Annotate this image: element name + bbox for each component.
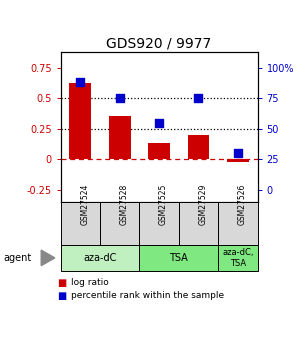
- Polygon shape: [41, 250, 55, 266]
- Point: [157, 120, 161, 125]
- Bar: [179, 202, 218, 245]
- Bar: [69, 83, 91, 159]
- Bar: [148, 143, 170, 159]
- Text: TSA: TSA: [169, 253, 188, 263]
- Text: aza-dC,
TSA: aza-dC, TSA: [222, 248, 254, 268]
- Point: [235, 150, 240, 156]
- Text: log ratio: log ratio: [71, 278, 109, 287]
- Bar: [109, 116, 131, 159]
- Text: percentile rank within the sample: percentile rank within the sample: [71, 291, 224, 300]
- Text: GSM27526: GSM27526: [238, 183, 247, 225]
- Text: GSM27528: GSM27528: [120, 183, 129, 225]
- Text: aza-dC: aza-dC: [83, 253, 117, 263]
- Bar: [139, 202, 179, 245]
- Bar: [61, 245, 139, 271]
- Text: ■: ■: [58, 278, 67, 288]
- Point: [78, 79, 83, 85]
- Bar: [100, 202, 139, 245]
- Bar: [188, 135, 209, 159]
- Bar: [218, 202, 258, 245]
- Point: [117, 95, 122, 101]
- Text: GSM27524: GSM27524: [80, 183, 89, 225]
- Text: agent: agent: [3, 253, 31, 263]
- Bar: [227, 159, 249, 161]
- Title: GDS920 / 9977: GDS920 / 9977: [106, 37, 212, 51]
- Text: GSM27529: GSM27529: [198, 183, 208, 225]
- Bar: [218, 245, 258, 271]
- Text: ■: ■: [58, 291, 67, 300]
- Bar: [139, 245, 218, 271]
- Bar: [61, 202, 100, 245]
- Point: [196, 95, 201, 101]
- Text: GSM27525: GSM27525: [159, 183, 168, 225]
